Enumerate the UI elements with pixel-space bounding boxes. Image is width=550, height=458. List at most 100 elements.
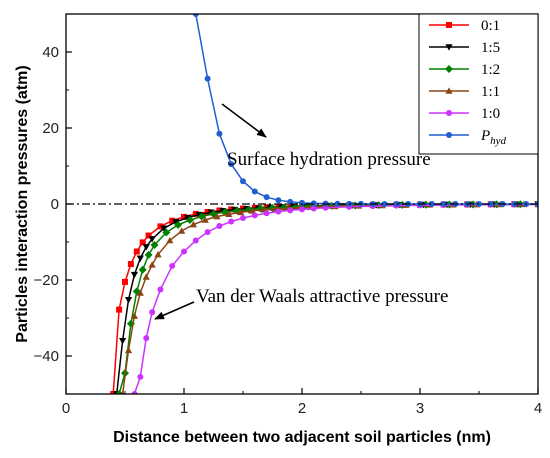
data-point-1-0 [310,205,317,212]
data-point-1-0 [157,286,164,293]
data-point-1-2 [150,241,159,250]
data-point-p-hyd [393,201,400,207]
data-point-1-0 [149,309,156,316]
data-point-1-0 [137,373,144,380]
data-point-p-hyd [275,197,282,204]
annotation-vdw-label: Van der Waals attractive pressure [196,286,448,307]
data-point-1-0 [263,210,270,217]
data-point-1-1 [142,273,150,280]
data-point-1-5 [136,255,144,262]
annotation-vdw: Van der Waals attractive pressure [154,286,448,320]
legend-samples [429,22,469,138]
y-tick-label: 40 [42,44,59,61]
data-point-p-hyd [334,200,341,207]
data-point-1-1 [225,210,233,218]
data-point-1-1 [136,289,144,296]
data-point-p-hyd [251,188,258,195]
data-point-p-hyd [440,201,447,207]
data-point-1-0 [322,204,329,211]
data-point-1-0 [228,218,235,225]
x-tick-label: 4 [534,400,542,417]
data-point-p-hyd [192,14,199,17]
data-point-1-0 [240,215,246,222]
data-point-p-hyd [310,200,317,207]
data-point-1-2 [185,215,194,224]
data-point-1-5 [172,219,180,226]
data-point-1-5 [124,296,133,304]
x-tick-label: 2 [298,400,306,417]
data-point-1-0 [131,391,138,394]
data-point-p-hyd [204,75,211,82]
data-point-1-2 [138,265,147,274]
legend-marker-0-1 [446,22,452,28]
data-point-1-2 [174,220,183,229]
legend-label-1-1: 1:1 [481,84,500,100]
data-point-1-5 [160,225,168,232]
data-point-1-0 [143,335,150,342]
data-point-0-1 [110,391,117,394]
data-point-p-hyd [216,130,223,137]
axis-layer: 0 1 2 3 4 −40 −20 0 20 40 [34,13,542,417]
data-point-1-0 [275,208,282,215]
data-point-1-0 [204,229,211,236]
data-point-1-2 [197,212,206,221]
legend-marker-1-0 [446,110,452,116]
data-point-0-1 [181,213,187,220]
data-point-p-hyd [381,200,388,207]
data-point-0-1 [139,239,146,246]
data-point-1-1 [130,312,139,319]
x-tick-label: 0 [62,400,70,417]
x-tick-label: 3 [416,400,424,417]
legend-marker-1-5 [445,44,453,51]
data-point-p-hyd [240,178,246,185]
legend-label-phyd-sub: hyd [490,135,506,147]
data-point-1-0 [216,223,223,230]
legend-marker-1-2 [445,65,453,73]
data-point-1-1 [124,346,133,354]
data-point-1-1 [178,227,186,234]
data-point-1-1 [213,212,221,220]
legend-box [418,13,539,155]
data-point-1-0 [299,206,305,213]
data-point-1-5 [183,214,192,222]
annotation-hydration-label: Surface hydration pressure [227,149,431,170]
legend-marker-1-1 [445,87,453,94]
y-axis-title: Particles interaction pressures (atm) [14,65,31,342]
data-point-1-5 [142,244,150,251]
data-point-0-1 [133,248,140,255]
legend: 0:1 1:5 1:2 1:1 1:0 Phyd [418,13,539,155]
data-point-0-1 [216,207,223,214]
legend-label-0-1: 0:1 [481,18,500,34]
data-point-1-0 [287,207,294,214]
data-point-0-1 [122,278,128,285]
legend-marker-p-hyd [446,132,452,138]
data-point-0-1 [204,208,211,215]
y-tick-label: −40 [34,348,59,365]
data-point-1-5 [148,236,156,243]
annotation-hydration-arrow [221,103,267,138]
data-point-1-0 [169,262,176,269]
data-point-p-hyd [228,161,235,168]
data-point-1-0 [181,248,187,255]
legend-label-1-0: 1:0 [481,106,500,122]
data-point-0-1 [192,210,199,217]
annotation-hydration: Surface hydration pressure [221,103,431,170]
data-point-1-1 [154,250,162,258]
data-point-1-5 [119,338,127,345]
legend-label-phyd-main: P [480,128,490,144]
x-tick-label: 1 [180,400,188,417]
data-point-1-1 [166,236,174,244]
data-point-1-1 [148,261,156,268]
data-point-p-hyd [487,201,494,207]
data-point-0-1 [157,223,164,230]
data-point-0-1 [127,261,134,268]
data-point-1-2 [144,250,153,259]
data-point-1-1 [189,220,198,228]
y-tick-label: −20 [34,272,59,289]
data-point-1-1 [201,216,209,223]
data-point-1-1 [120,390,125,394]
data-point-0-1 [145,232,152,239]
data-point-1-2 [162,228,171,237]
annotation-vdw-arrow [154,301,195,320]
